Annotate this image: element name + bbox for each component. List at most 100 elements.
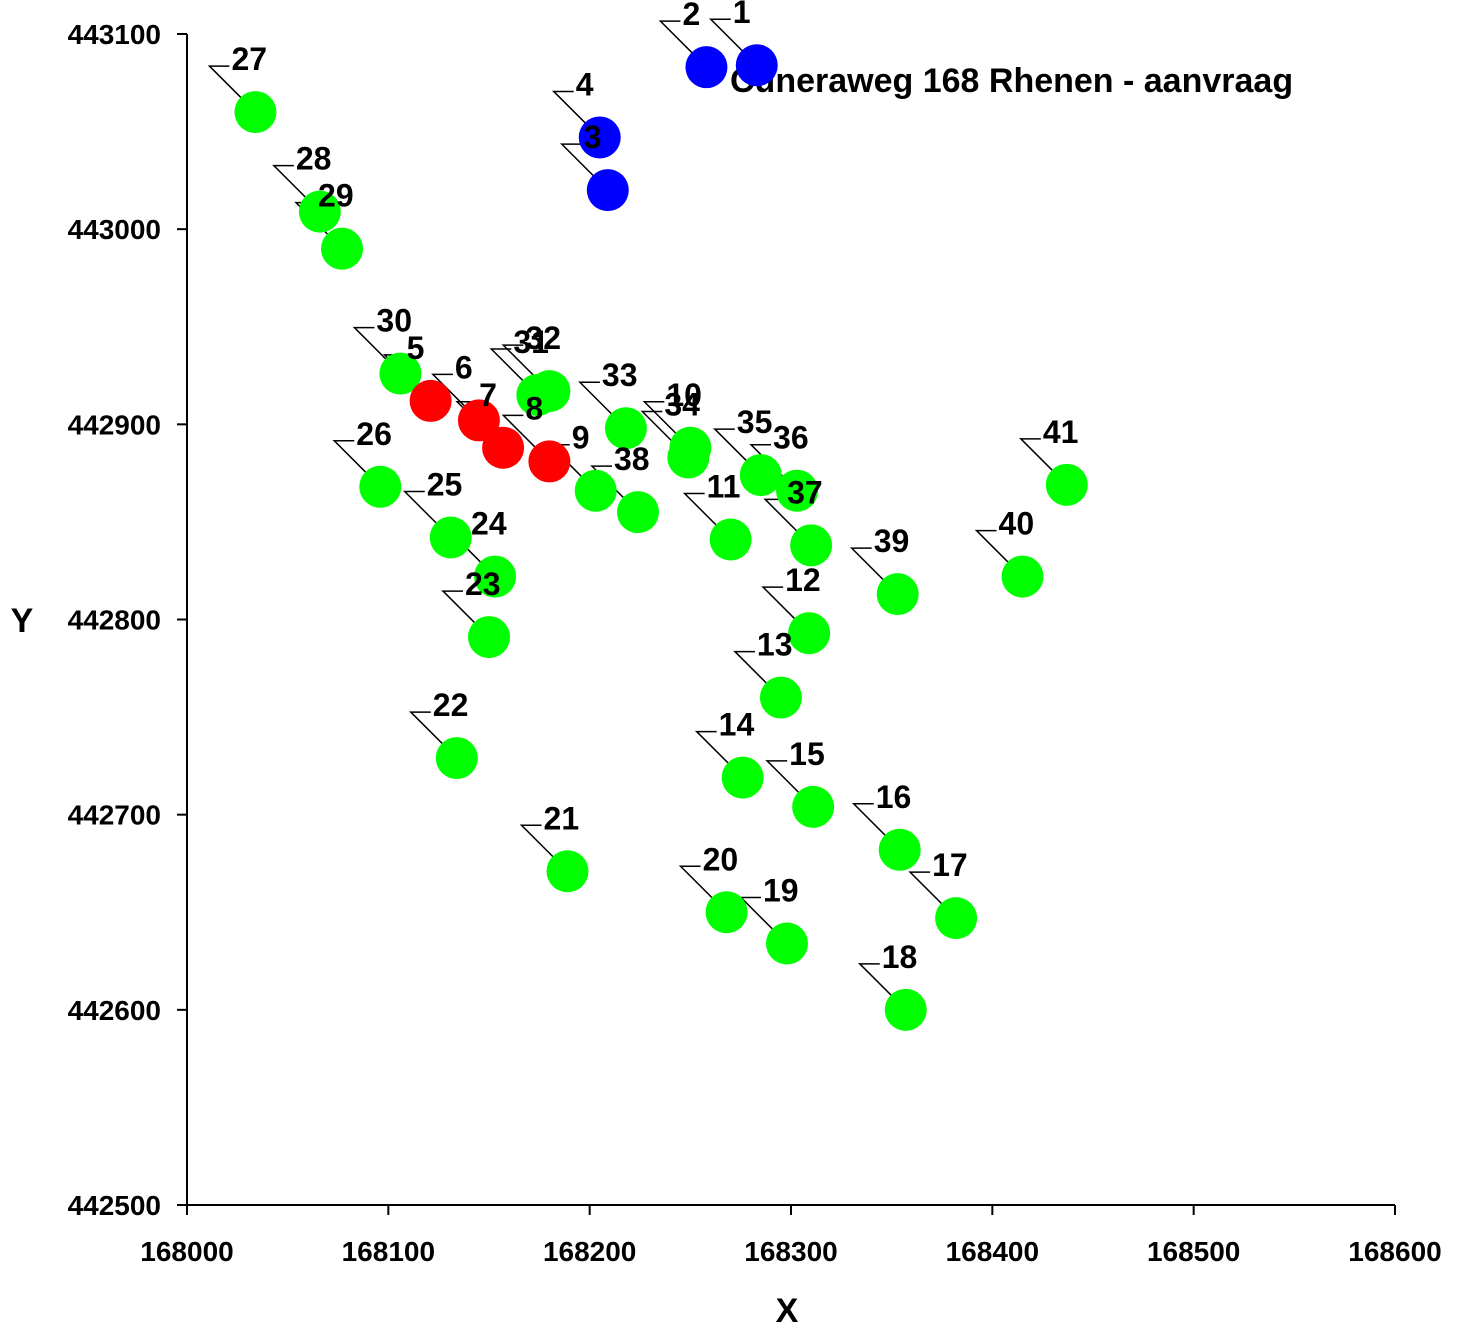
axes: 168000 168100 168200 168300 168400 168500 1686… xyxy=(68,19,1442,1267)
point-label: 17 xyxy=(932,847,968,883)
point-label: 30 xyxy=(376,303,412,339)
data-point-12 xyxy=(788,612,831,655)
point-label: 22 xyxy=(433,687,469,723)
point-label: 12 xyxy=(785,562,821,598)
label-leader-line xyxy=(207,65,256,113)
label-leader-line xyxy=(712,428,762,476)
data-point-30 xyxy=(379,352,422,395)
point-label: 35 xyxy=(737,404,773,440)
point-label: 6 xyxy=(455,349,473,385)
data-point-28 xyxy=(298,190,341,233)
data-point-20 xyxy=(705,891,748,934)
label-leader-line xyxy=(857,963,907,1011)
data-point-5 xyxy=(409,379,452,422)
data-point-29 xyxy=(321,227,364,270)
label-leader-line xyxy=(402,490,452,539)
point-label: 38 xyxy=(614,441,650,477)
y-tick-label: 442800 xyxy=(68,605,161,636)
label-leader-line xyxy=(694,730,744,779)
data-point-38 xyxy=(616,491,659,534)
label-leader-line xyxy=(272,164,321,213)
label-leader-line xyxy=(1019,438,1068,486)
data-point-39 xyxy=(876,573,919,616)
label-leader-line xyxy=(352,326,401,375)
point-label: 3 xyxy=(584,119,602,155)
data-point-16 xyxy=(878,828,921,871)
point-label: 2 xyxy=(682,0,700,32)
label-leader-line xyxy=(849,547,899,595)
label-leader-line xyxy=(559,143,609,191)
x-tick-label: 168600 xyxy=(1348,1236,1441,1267)
x-tick-label: 168300 xyxy=(744,1236,837,1267)
data-point-7 xyxy=(482,426,525,469)
point-label: 37 xyxy=(787,474,823,510)
point-label: 33 xyxy=(602,357,638,393)
x-tick-label: 168000 xyxy=(140,1236,233,1267)
data-point-35 xyxy=(739,454,782,497)
point-label: 21 xyxy=(544,800,580,836)
point-label: 36 xyxy=(773,420,809,456)
point-label: 40 xyxy=(999,506,1035,542)
label-leader-line xyxy=(332,440,381,488)
point-label: 19 xyxy=(763,872,799,908)
data-point-32 xyxy=(528,370,571,413)
data-point-24 xyxy=(474,555,517,598)
point-label: 13 xyxy=(757,627,793,663)
data-point-37 xyxy=(790,524,833,567)
x-axis-title: X xyxy=(776,1292,799,1328)
data-point-1 xyxy=(735,44,778,87)
label-leader-line xyxy=(642,401,691,449)
point-label: 41 xyxy=(1043,414,1079,450)
x-tick-label: 168400 xyxy=(946,1236,1039,1267)
data-point-15 xyxy=(792,785,835,828)
data-point-14 xyxy=(721,756,764,799)
point-label: 25 xyxy=(427,467,463,503)
point-label: 8 xyxy=(525,390,543,426)
data-point-34 xyxy=(667,436,710,479)
data-point-4 xyxy=(578,116,621,159)
data-point-23 xyxy=(468,616,510,659)
point-label: 14 xyxy=(719,707,755,743)
label-leader-line xyxy=(908,871,957,919)
point-label: 10 xyxy=(666,377,702,413)
label-leader-line xyxy=(519,824,569,872)
data-point-40 xyxy=(1001,555,1044,598)
data-point-6 xyxy=(457,399,500,442)
point-label: 15 xyxy=(789,736,825,772)
point-label: 23 xyxy=(465,566,501,602)
point-label: 18 xyxy=(882,939,918,975)
data-point-22 xyxy=(435,737,478,780)
point-label: 29 xyxy=(318,178,354,214)
x-tick-label: 168500 xyxy=(1147,1236,1240,1267)
label-leader-line xyxy=(678,865,728,913)
label-leader-line xyxy=(590,465,639,513)
point-labels: 9101112131415161718192021222324252627282… xyxy=(231,0,1078,975)
y-tick-label: 442900 xyxy=(68,409,161,440)
data-point-21 xyxy=(546,850,589,893)
y-tick-label: 443000 xyxy=(68,214,161,245)
point-label: 24 xyxy=(471,506,507,542)
data-point-2 xyxy=(685,46,728,89)
data-point-25 xyxy=(429,516,472,559)
point-label: 11 xyxy=(707,468,741,504)
data-point-3 xyxy=(586,169,629,212)
data-point-19 xyxy=(765,922,808,965)
data-point-11 xyxy=(709,518,752,561)
label-leader-line xyxy=(578,381,627,429)
point-label: 32 xyxy=(525,320,561,356)
point-label: 1 xyxy=(733,0,751,30)
label-leader-line xyxy=(765,760,814,808)
point-label: 27 xyxy=(231,41,267,77)
point-label: 31 xyxy=(513,324,549,360)
label-leader-line xyxy=(682,492,732,541)
x-tick-label: 168100 xyxy=(342,1236,435,1267)
label-leader-line xyxy=(441,590,490,638)
label-leader-line xyxy=(974,529,1024,578)
x-tick-label: 168200 xyxy=(543,1236,636,1267)
point-label: 26 xyxy=(356,416,392,452)
data-point-9 xyxy=(574,469,617,512)
y-tick-label: 442700 xyxy=(68,800,161,831)
label-leader-line xyxy=(761,586,810,634)
label-leader-line xyxy=(733,650,782,699)
